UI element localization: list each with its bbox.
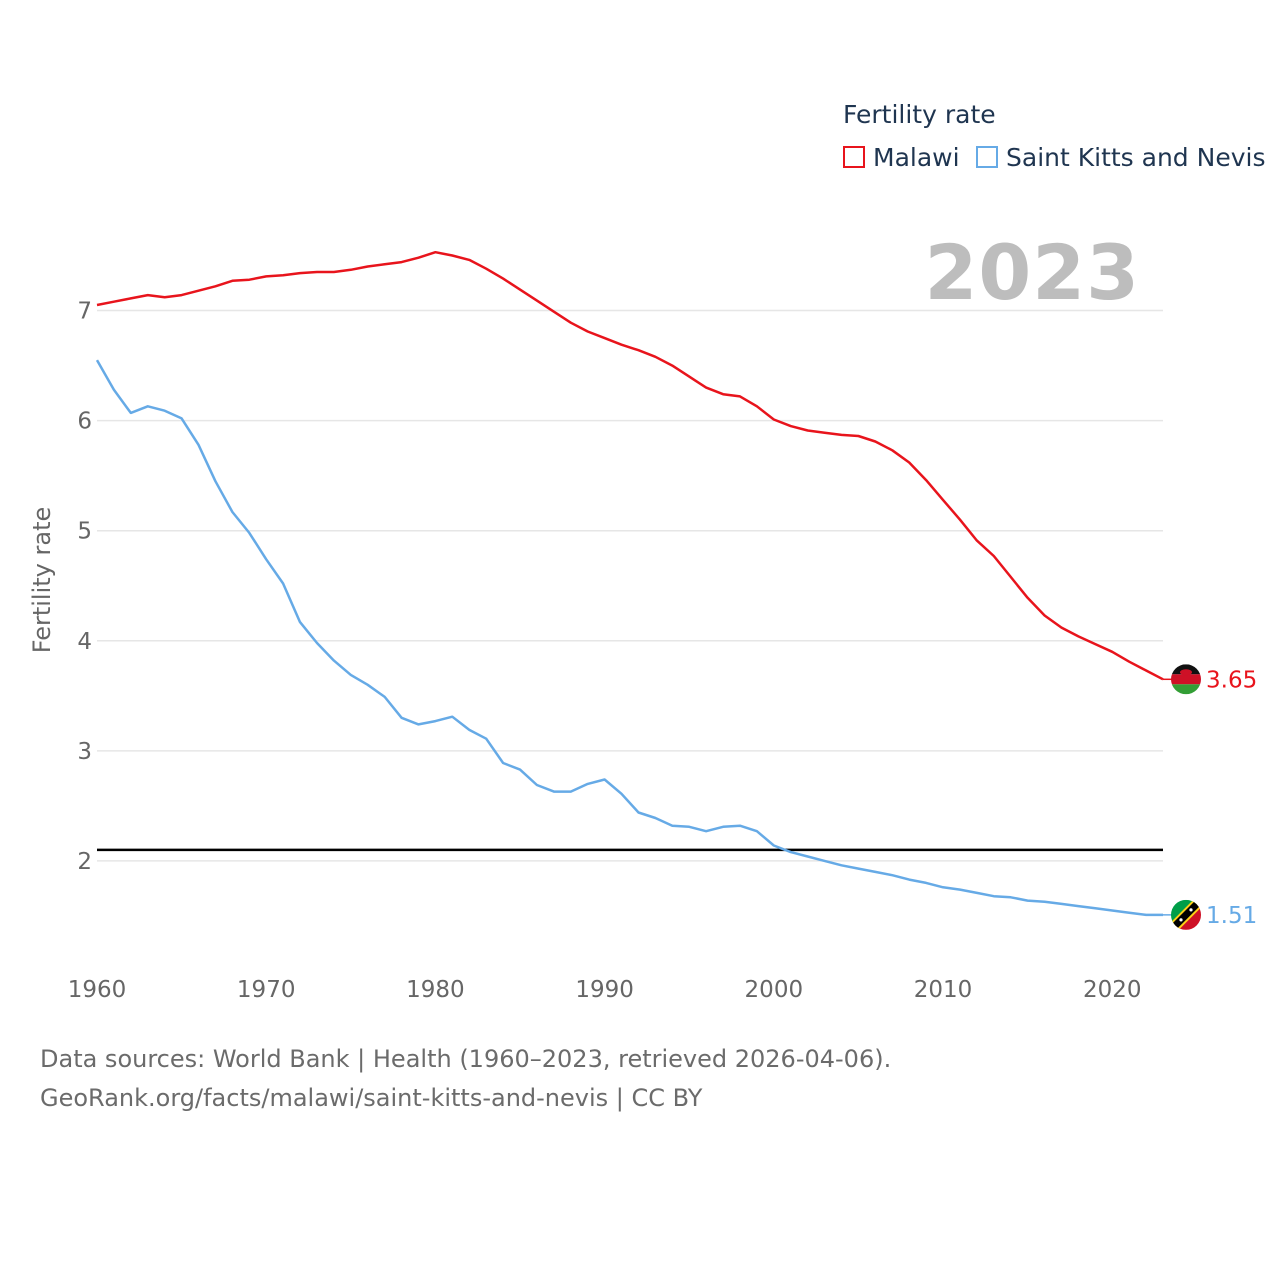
y-tick-4: 4 bbox=[77, 629, 92, 655]
x-tick-2010: 2010 bbox=[914, 977, 973, 1003]
flag-icon-saint-kitts-and-nevis bbox=[1171, 899, 1201, 930]
series-lines bbox=[95, 250, 1164, 917]
legend-title: Fertility rate bbox=[843, 100, 996, 129]
x-tick-1960: 1960 bbox=[68, 977, 127, 1003]
end-value-malawi: 3.65 bbox=[1206, 667, 1257, 693]
y-axis-label: Fertility rate bbox=[28, 506, 56, 654]
legend-swatch-malawi bbox=[843, 146, 865, 168]
legend-label-malawi: Malawi bbox=[873, 142, 960, 172]
legend-label-saint-kitts-and-nevis: Saint Kitts and Nevis bbox=[1006, 142, 1266, 172]
x-tick-2000: 2000 bbox=[745, 977, 804, 1003]
grid-lines bbox=[97, 309, 1163, 862]
legend-item-malawi[interactable]: Malawi bbox=[843, 142, 960, 172]
series-line-saint-kitts-and-nevis bbox=[95, 359, 1163, 917]
y-tick-3: 3 bbox=[77, 739, 92, 765]
year-label: 2023 bbox=[924, 228, 1140, 317]
flag-icon-malawi bbox=[1171, 664, 1201, 695]
end-markers: 3.65 1.51 bbox=[1163, 664, 1257, 930]
x-tick-1990: 1990 bbox=[575, 977, 634, 1003]
legend-item-saint-kitts-and-nevis[interactable]: Saint Kitts and Nevis bbox=[976, 142, 1266, 172]
end-value-saint-kitts-and-nevis: 1.51 bbox=[1206, 903, 1257, 929]
y-tick-2: 2 bbox=[77, 849, 92, 875]
x-tick-1980: 1980 bbox=[406, 977, 465, 1003]
legend-swatch-saint-kitts-and-nevis bbox=[976, 146, 998, 168]
x-tick-labels: 1960 1970 1980 1990 2000 2010 2020 bbox=[68, 977, 1142, 1003]
y-tick-7: 7 bbox=[77, 299, 92, 325]
footer-sources: Data sources: World Bank | Health (1960–… bbox=[40, 1045, 892, 1073]
y-tick-5: 5 bbox=[77, 519, 92, 545]
y-tick-6: 6 bbox=[77, 409, 92, 435]
series-line-malawi bbox=[96, 250, 1164, 681]
x-tick-1970: 1970 bbox=[237, 977, 296, 1003]
y-tick-labels: 2 3 4 5 6 7 bbox=[77, 299, 92, 875]
footer-link[interactable]: GeoRank.org/facts/malawi/saint-kitts-and… bbox=[40, 1084, 703, 1112]
x-tick-2020: 2020 bbox=[1083, 977, 1142, 1003]
